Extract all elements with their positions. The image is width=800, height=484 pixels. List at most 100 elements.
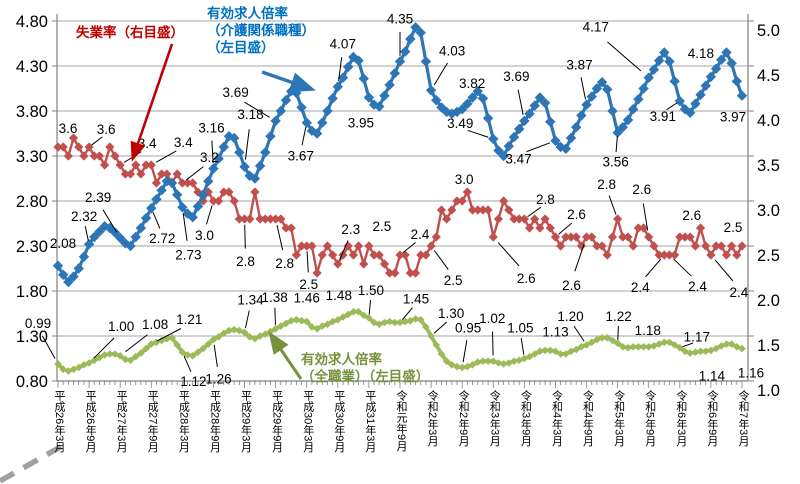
all-jobs-ratio-series-marker: [85, 359, 93, 367]
care-ratio-series-marker: [550, 135, 561, 146]
all-jobs-ratio-series-marker: [157, 336, 166, 345]
data-label: 3.97: [720, 110, 746, 125]
data-label-leader: [615, 136, 618, 153]
unemployment-series-marker: [312, 268, 322, 278]
care-ratio-series-marker: [125, 240, 136, 252]
legend-care-ratio-line3: （左目盛）: [207, 40, 275, 55]
care-ratio-arrow: [261, 70, 316, 92]
unemployment-series-marker: [157, 169, 167, 179]
unemployment-series-marker: [618, 232, 628, 242]
unemployment-series-labels: 3.6 3.63.4 3.43.23.02.8 2.82.52.3 2.52.42.53…: [59, 121, 749, 300]
care-ratio-series-marker: [415, 27, 426, 38]
all-jobs-ratio-series-marker: [406, 316, 415, 325]
care-ratio-series-marker: [104, 222, 116, 234]
data-label: 2.8: [236, 254, 255, 269]
legend-all-jobs-ratio: 有効求人倍率 （全職業）（左目盛）: [301, 351, 429, 385]
decorative-dashed-line: [0, 443, 64, 484]
all-jobs-ratio-series-marker: [168, 334, 176, 342]
data-label: 1.02: [479, 311, 505, 326]
data-label-leader: [580, 77, 586, 100]
data-label: 3.91: [650, 109, 676, 124]
data-label: 1.38: [261, 290, 287, 305]
unemployment-series-marker: [229, 196, 239, 206]
data-label-leader: [574, 243, 585, 272]
all-jobs-ratio-series: [54, 307, 746, 375]
care-ratio-series-marker: [218, 141, 230, 153]
care-ratio-series-marker: [560, 143, 572, 154]
unemployment-series-marker: [519, 214, 529, 224]
care-ratio-series-marker: [197, 189, 209, 200]
unemployment-arrow: [130, 43, 174, 162]
care-ratio-series-marker: [228, 132, 240, 144]
all-jobs-ratio-series-marker: [676, 343, 684, 352]
all-jobs-ratio-series-marker: [619, 343, 627, 351]
care-ratio-series-marker: [659, 47, 670, 58]
unemployment-series-marker: [224, 187, 234, 197]
data-label-leader: [91, 136, 103, 146]
data-label: 2.4: [411, 227, 430, 242]
data-label: 1.50: [358, 283, 384, 298]
x-axis-label: 令和3年9月: [519, 390, 532, 447]
care-ratio-series-marker: [73, 263, 84, 274]
care-ratio-series-marker: [156, 185, 167, 196]
unemployment-series-marker: [390, 268, 400, 278]
data-label: 3.2: [200, 150, 219, 165]
unemployment-series-marker: [509, 214, 519, 224]
data-label-leader: [125, 334, 148, 353]
care-ratio-series-marker: [653, 55, 665, 66]
all-jobs-ratio-series-marker: [530, 350, 539, 358]
unemployment-series-marker: [721, 250, 732, 260]
unemployment-series-marker: [623, 232, 633, 242]
care-ratio-series-marker: [260, 147, 271, 158]
all-jobs-ratio-series-marker: [463, 362, 472, 371]
care-ratio-series-marker: [576, 110, 587, 121]
unemployment-series-marker: [602, 250, 612, 260]
all-jobs-ratio-series-marker: [199, 344, 207, 353]
data-label-leader: [462, 340, 468, 363]
right-axis-tick-label: 2.0: [757, 292, 780, 310]
data-label-leader: [433, 250, 449, 270]
unemployment-series-marker: [276, 214, 286, 224]
all-jobs-ratio-series-marker: [251, 334, 259, 343]
all-jobs-ratio-series-marker: [484, 357, 492, 365]
all-jobs-ratio-series-marker: [318, 322, 327, 330]
x-axis-label: 令和2年3月: [426, 390, 439, 447]
care-ratio-series-marker: [539, 97, 551, 109]
unemployment-series-marker: [488, 232, 498, 242]
all-jobs-ratio-series-marker: [95, 353, 104, 362]
all-jobs-ratio-series-marker: [634, 343, 643, 351]
all-jobs-ratio-series-marker: [183, 351, 192, 359]
unemployment-series-marker: [141, 160, 151, 170]
unemployment-series-marker: [271, 214, 281, 224]
all-jobs-ratio-series-marker: [209, 335, 218, 344]
all-jobs-ratio-series-marker: [152, 338, 161, 347]
care-ratio-series-marker: [213, 153, 224, 164]
all-jobs-ratio-series-marker: [235, 326, 244, 335]
all-jobs-ratio-series-marker: [510, 357, 518, 365]
care-ratio-series-marker: [607, 105, 618, 117]
all-jobs-ratio-series-marker: [54, 360, 62, 368]
care-ratio-series-marker: [684, 107, 696, 118]
x-axis-label: 令和元年9月: [395, 390, 407, 452]
data-label: 3.95: [348, 116, 374, 131]
unemployment-series-marker: [530, 214, 540, 224]
unemployment-series-marker: [234, 214, 244, 224]
care-ratio-series-marker: [524, 108, 535, 119]
care-ratio-series-marker: [389, 68, 401, 79]
all-jobs-ratio-series-marker: [608, 336, 617, 345]
care-ratio-series-marker: [477, 93, 489, 104]
x-axis-label: 令和4年9月: [581, 390, 594, 447]
legend-unemployment-label: 失業率（右目盛）: [76, 25, 184, 40]
data-label-leader: [666, 102, 678, 111]
data-label: 3.4: [174, 135, 193, 150]
data-label-leader: [183, 355, 192, 372]
care-ratio-series-marker: [705, 71, 717, 82]
unemployment-series-marker: [638, 223, 649, 233]
unemployment-series-marker: [328, 250, 338, 260]
data-label: 2.5: [299, 277, 318, 292]
unemployment-series-marker: [151, 178, 162, 188]
all-jobs-ratio-series-marker: [90, 356, 99, 365]
all-jobs-ratio-series-marker: [188, 352, 197, 360]
data-label: 2.5: [724, 220, 743, 235]
unemployment-series-marker: [514, 214, 524, 224]
